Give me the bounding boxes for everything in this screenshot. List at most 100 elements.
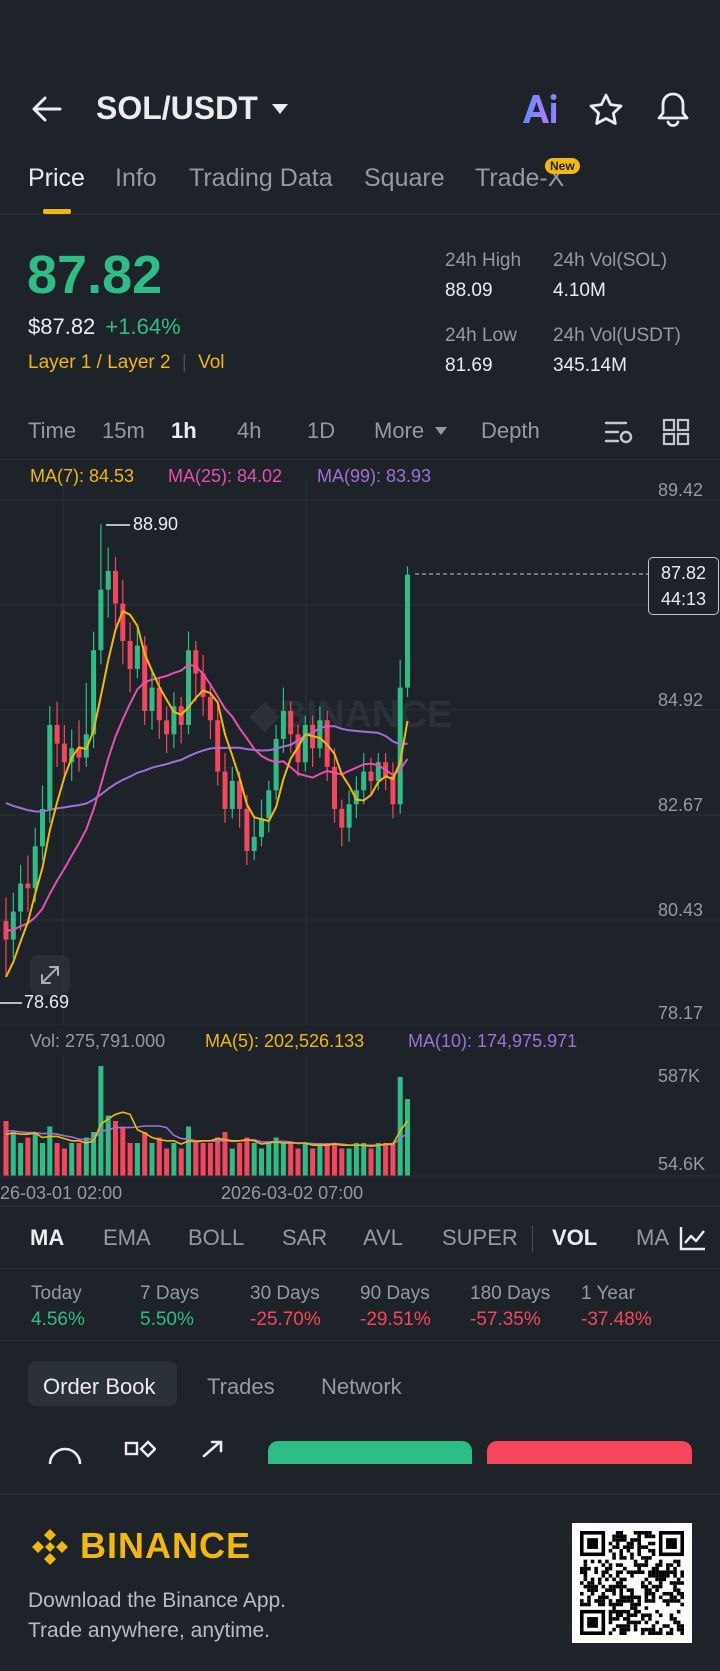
volume-bar [324,1143,330,1176]
last-price-tag: 87.82 44:13 [648,557,719,615]
indicator-separator [532,1226,533,1252]
back-arrow-icon[interactable] [30,92,64,126]
price-axis-label: 82.67 [658,795,704,815]
volume-bar [405,1099,410,1176]
volume-bar [186,1126,191,1176]
divider [0,1268,720,1269]
perf-value-today: 4.56% [31,1309,85,1330]
tab-price[interactable]: Price [28,164,85,192]
candle-body [98,589,104,651]
new-badge: New [545,158,580,174]
candle-body [259,818,264,837]
qr-code[interactable] [572,1523,692,1643]
footer-line2: Trade anywhere, anytime. [28,1619,271,1642]
tf-4h[interactable]: 4h [237,418,262,443]
volume-bar [83,1137,89,1176]
volume-bar [25,1137,31,1176]
indicator-settings-icon[interactable] [604,418,634,446]
volume-bar [266,1143,272,1176]
tab-network[interactable]: Network [321,1374,402,1399]
volume-bars [3,1066,410,1176]
candle-body [346,804,352,828]
tf-15m[interactable]: 15m [102,418,145,443]
price-change: +1.64% [105,314,181,339]
indicator-sar[interactable]: SAR [282,1225,328,1250]
volume-bar [69,1143,75,1176]
indicator-ma[interactable]: MA [30,1225,65,1250]
candle-body [302,724,308,763]
candle-body [156,687,162,721]
caret-down-icon[interactable] [270,102,290,116]
last-price: 87.82 [27,245,163,305]
volume-bar [18,1143,24,1176]
bell-icon[interactable] [655,90,691,128]
indicator-super[interactable]: SUPER [442,1225,518,1250]
tag-layer[interactable]: Layer 1 / Layer 2 [28,352,171,373]
fullscreen-button[interactable] [30,955,70,995]
volume-bar [259,1148,264,1176]
buy-button[interactable] [268,1441,472,1464]
chart-settings-icon[interactable] [678,1224,708,1252]
tf-depth[interactable]: Depth [481,418,540,443]
perf-label-90d: 90 Days [360,1283,430,1304]
footer-line1: Download the Binance App. [28,1589,287,1612]
candle-body [18,883,24,912]
vol-ma5-label: MA(5): 202,526.133 [205,1031,365,1051]
candle-body [375,762,381,781]
volume-bar [54,1143,60,1176]
binance-logo-icon [32,1529,68,1565]
grid-icon[interactable] [124,1440,156,1462]
volume-bar [273,1137,279,1176]
last-price-tag-value: 87.82 [660,563,707,583]
download-footer: BINANCE Download the Binance App. Trade … [0,1494,720,1671]
volume-bar [288,1143,294,1176]
indicator-vol[interactable]: VOL [552,1225,598,1250]
tf-1d[interactable]: 1D [307,418,336,443]
volume-bar [229,1148,235,1176]
tab-info[interactable]: Info [115,164,157,192]
candlestick-chart[interactable]: ◆BINANCE [0,480,720,1025]
tab-trades[interactable]: Trades [207,1374,275,1399]
tab-order-book[interactable]: Order Book [43,1374,156,1399]
volume-bar [375,1143,381,1176]
candle-body [142,645,148,711]
ai-icon[interactable] [520,92,560,126]
candle-body [200,673,206,697]
high-marker-label: 88.90 [133,514,179,534]
favorite-star-icon[interactable] [588,92,624,128]
sell-button[interactable] [487,1441,692,1464]
tab-square[interactable]: Square [364,164,445,192]
vol-sol-label: 24h Vol(SOL) [553,250,668,271]
candle-body [171,706,177,735]
volume-bar [339,1148,345,1176]
volume-bar [40,1143,45,1176]
tab-trading-data[interactable]: Trading Data [189,164,333,192]
divider [0,214,720,215]
ma99-line [5,725,408,813]
volume-bar [295,1148,301,1176]
ma25-line [5,663,409,932]
layout-grid-icon[interactable] [662,418,690,446]
candle-body [76,748,82,758]
tf-1h[interactable]: 1h [171,418,197,443]
tab-order-book-bg[interactable] [28,1361,177,1406]
volume-bar [178,1148,184,1176]
candle-body [266,790,272,819]
indicator-ema[interactable]: EMA [103,1225,151,1250]
volume-bar [164,1148,170,1176]
share-icon[interactable] [200,1438,232,1460]
price-axis-label: 78.17 [658,1003,704,1023]
tf-more[interactable]: More [374,418,425,443]
vol-usdt-value: 345.14M [553,355,627,376]
candle-body [40,808,45,847]
indicator-boll[interactable]: BOLL [188,1225,245,1250]
indicator-macd[interactable]: MA [636,1225,669,1250]
markets-icon[interactable] [47,1444,83,1464]
volume-bar [10,1132,16,1176]
pair-title[interactable]: SOL/USDT [96,90,258,126]
tf-time[interactable]: Time [28,418,77,443]
tag-vol[interactable]: Vol [198,352,225,373]
candle-body [25,883,31,889]
volume-bar [3,1121,9,1176]
indicator-avl[interactable]: AVL [363,1225,403,1250]
